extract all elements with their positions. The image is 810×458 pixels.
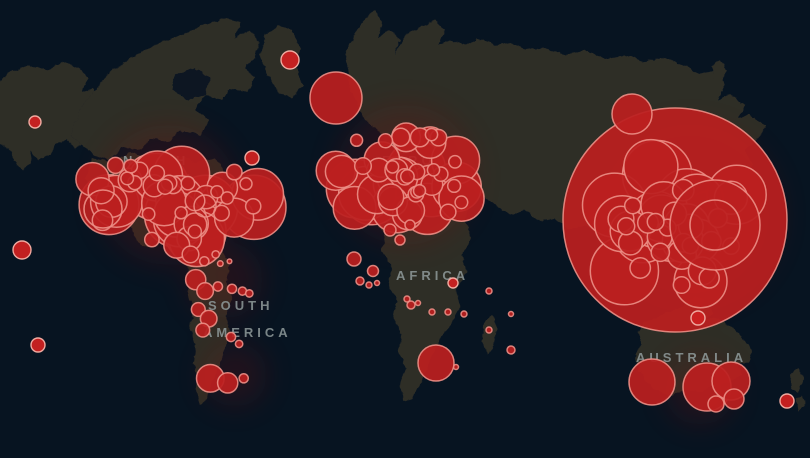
svg-text:SOUTH: SOUTH [208, 298, 274, 313]
svg-text:AMERICA: AMERICA [203, 325, 292, 340]
